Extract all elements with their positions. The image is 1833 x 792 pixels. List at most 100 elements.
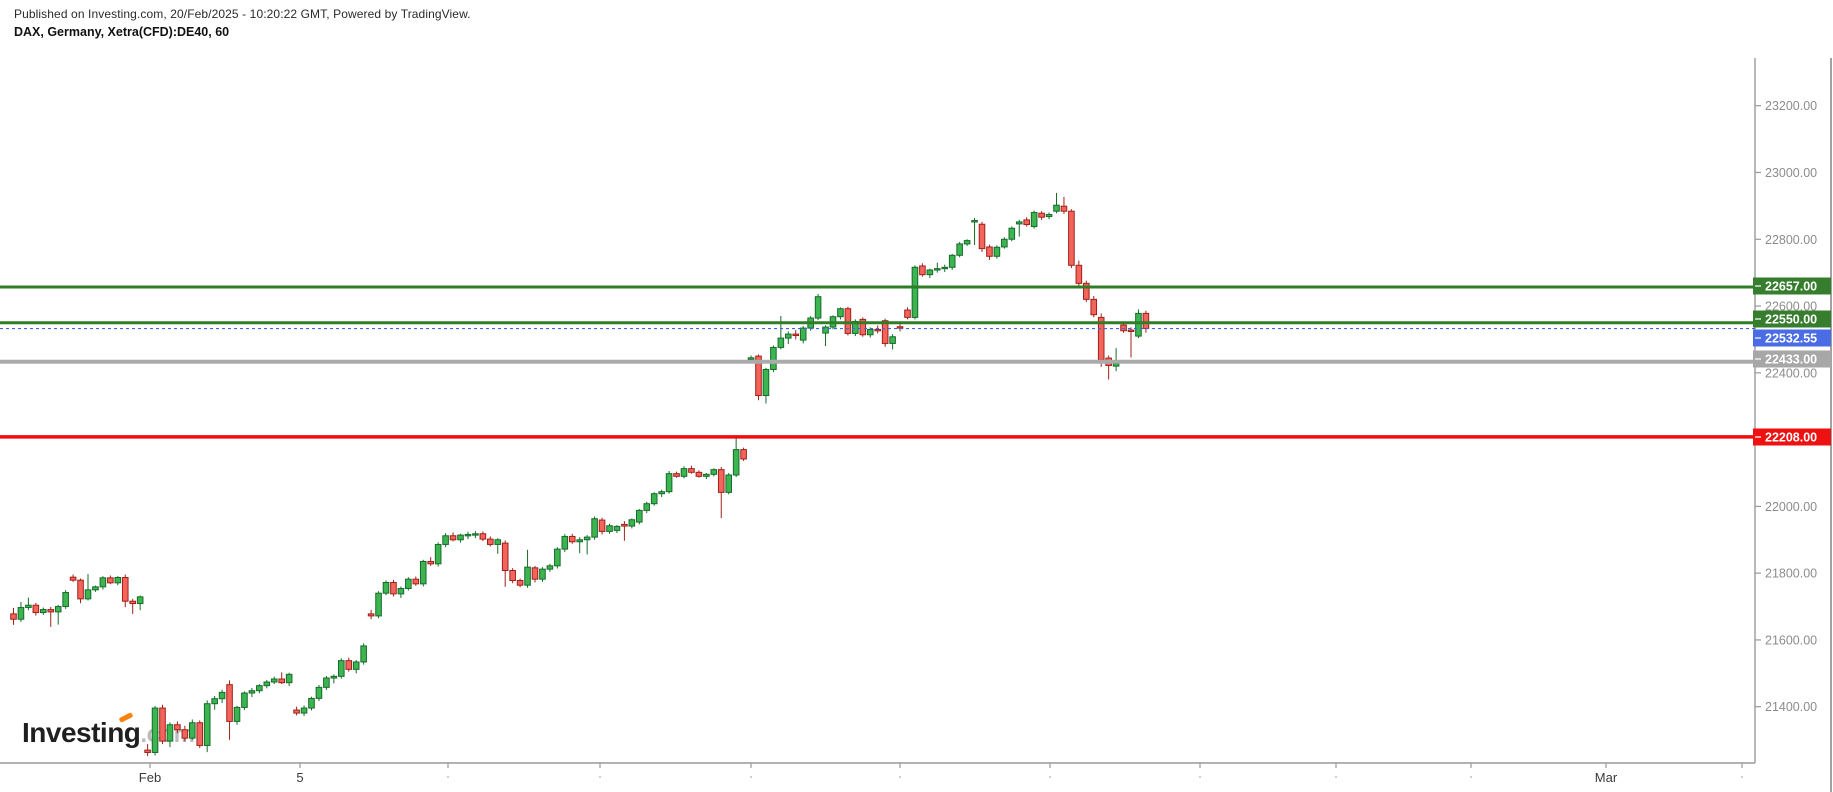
candle[interactable] xyxy=(390,579,397,597)
candle[interactable] xyxy=(54,604,62,625)
candle[interactable] xyxy=(121,574,129,608)
candle[interactable] xyxy=(546,563,554,572)
candle[interactable] xyxy=(785,331,792,345)
candle[interactable] xyxy=(1068,209,1075,268)
candle[interactable] xyxy=(203,700,211,753)
candle[interactable] xyxy=(174,721,181,734)
candle[interactable] xyxy=(10,607,17,625)
candle[interactable] xyxy=(1120,322,1127,333)
candle[interactable] xyxy=(636,509,643,525)
candle[interactable] xyxy=(561,534,569,553)
candle[interactable] xyxy=(62,590,69,609)
candle[interactable] xyxy=(1015,219,1023,237)
candle[interactable] xyxy=(136,595,144,611)
candle[interactable] xyxy=(144,744,151,757)
candle[interactable] xyxy=(47,606,55,627)
candle[interactable] xyxy=(107,575,114,585)
candle[interactable] xyxy=(434,542,442,567)
candle[interactable] xyxy=(300,705,308,717)
candle[interactable] xyxy=(114,576,122,586)
candle[interactable] xyxy=(1008,226,1016,242)
candle[interactable] xyxy=(703,472,710,480)
candle[interactable] xyxy=(211,696,218,710)
candle[interactable] xyxy=(397,586,405,598)
candle[interactable] xyxy=(92,585,99,592)
candle[interactable] xyxy=(345,657,353,672)
candle[interactable] xyxy=(568,533,576,544)
candle[interactable] xyxy=(330,674,338,684)
candle[interactable] xyxy=(367,609,375,620)
candle[interactable] xyxy=(732,438,740,477)
candle[interactable] xyxy=(963,239,971,246)
candle[interactable] xyxy=(323,676,330,691)
candle[interactable] xyxy=(181,725,189,742)
candle[interactable] xyxy=(717,466,725,519)
candle[interactable] xyxy=(680,466,688,479)
candle[interactable] xyxy=(971,217,978,245)
candle[interactable] xyxy=(814,294,822,321)
candle[interactable] xyxy=(1038,211,1045,220)
candle[interactable] xyxy=(948,253,956,270)
candle[interactable] xyxy=(1090,296,1098,318)
candle[interactable] xyxy=(1075,260,1083,287)
candle[interactable] xyxy=(84,574,92,601)
candle[interactable] xyxy=(25,597,32,611)
candle[interactable] xyxy=(99,576,107,590)
candle[interactable] xyxy=(986,244,993,260)
candle[interactable] xyxy=(598,517,606,535)
candle[interactable] xyxy=(650,492,658,506)
candle[interactable] xyxy=(360,643,367,665)
candle[interactable] xyxy=(799,326,807,344)
candle[interactable] xyxy=(628,518,636,529)
candle[interactable] xyxy=(1083,280,1090,303)
candle[interactable] xyxy=(32,602,40,616)
candle[interactable] xyxy=(457,533,464,543)
candle[interactable] xyxy=(896,324,904,332)
candle[interactable] xyxy=(1112,348,1120,372)
candle[interactable] xyxy=(1030,210,1038,229)
candle[interactable] xyxy=(501,540,509,587)
candle[interactable] xyxy=(69,574,77,582)
candle[interactable] xyxy=(129,598,136,614)
candle[interactable] xyxy=(516,578,524,588)
candle[interactable] xyxy=(17,601,25,622)
candle[interactable] xyxy=(792,330,800,340)
candle[interactable] xyxy=(472,531,479,539)
candle[interactable] xyxy=(1053,192,1060,214)
candle[interactable] xyxy=(196,720,204,749)
candle[interactable] xyxy=(1105,355,1112,380)
candle[interactable] xyxy=(1001,237,1008,249)
candle[interactable] xyxy=(591,516,598,540)
candle[interactable] xyxy=(822,325,829,347)
candle[interactable] xyxy=(889,334,896,350)
candle[interactable] xyxy=(874,325,882,334)
candle[interactable] xyxy=(576,537,584,554)
candle[interactable] xyxy=(248,688,256,698)
candle[interactable] xyxy=(226,680,233,740)
candle[interactable] xyxy=(531,565,539,583)
candle[interactable] xyxy=(643,501,651,514)
candle[interactable] xyxy=(665,470,673,494)
candle[interactable] xyxy=(658,489,665,498)
candle[interactable] xyxy=(777,316,785,350)
candle[interactable] xyxy=(1127,327,1135,358)
candle[interactable] xyxy=(218,689,226,704)
candle[interactable] xyxy=(710,468,718,477)
candle[interactable] xyxy=(956,241,963,258)
candle[interactable] xyxy=(621,521,628,541)
candle[interactable] xyxy=(263,680,271,689)
candle[interactable] xyxy=(479,531,487,542)
candle[interactable] xyxy=(554,547,561,569)
candle[interactable] xyxy=(40,607,47,615)
candle[interactable] xyxy=(725,472,733,495)
candle[interactable] xyxy=(270,676,278,685)
candle[interactable] xyxy=(375,591,382,619)
candle[interactable] xyxy=(770,345,777,373)
candle[interactable] xyxy=(293,706,300,716)
candle[interactable] xyxy=(338,658,345,679)
candle[interactable] xyxy=(494,538,502,554)
candle[interactable] xyxy=(919,263,926,277)
candle[interactable] xyxy=(308,696,315,711)
candle[interactable] xyxy=(740,447,747,461)
